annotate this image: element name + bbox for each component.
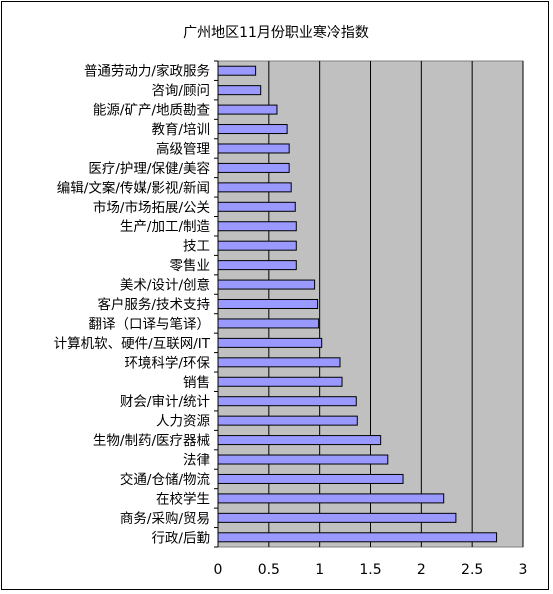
category-label: 商务/采购/贸易	[120, 511, 210, 527]
category-label: 生产/加工/制造	[120, 219, 211, 235]
category-label: 财会/审计/统计	[120, 394, 210, 410]
x-tick-label: 2	[417, 562, 426, 578]
x-tick-labels: 0 0.5 1 1.5 2 2.5 3	[214, 562, 528, 578]
category-label: 市场/市场拓展/公关	[93, 199, 210, 216]
x-tick-label: 0	[214, 562, 223, 578]
category-label: 教育/培训	[151, 122, 210, 138]
bar	[217, 85, 262, 96]
bar	[217, 221, 297, 232]
category-label: 法律	[183, 453, 210, 469]
x-tick-label: 1.5	[359, 562, 381, 578]
bar	[217, 376, 343, 387]
bar	[217, 318, 320, 329]
bar	[217, 532, 498, 543]
category-label: 销售	[183, 375, 210, 391]
bar	[217, 279, 316, 290]
bar	[217, 124, 288, 135]
category-label: 客户服务/技术支持	[97, 296, 210, 313]
bar	[217, 260, 297, 271]
category-label: 美术/设计/创意	[120, 277, 210, 294]
category-label: 零售业	[170, 258, 211, 274]
x-tick-label: 1	[315, 562, 324, 578]
category-label: 人力资源	[156, 414, 210, 430]
bar	[217, 182, 292, 193]
x-tick-label: 0.5	[258, 562, 280, 578]
bars	[217, 65, 498, 543]
bar	[217, 337, 323, 348]
bar	[217, 415, 358, 426]
category-label: 能源/矿产/地质勘查	[93, 103, 211, 119]
bar	[217, 435, 382, 446]
bar	[217, 473, 404, 484]
category-label: 生物/制药/医疗器械	[93, 433, 210, 449]
chart-title: 广州地区11月份职业寒冷指数	[183, 25, 369, 41]
bar	[217, 396, 357, 407]
category-label: 医疗/护理/保健/美容	[88, 160, 210, 177]
bar	[217, 201, 296, 212]
category-label: 行政/后勤	[151, 530, 210, 546]
bar	[217, 493, 445, 504]
bar	[217, 357, 341, 368]
category-label: 编辑/文案/传媒/影视/新闻	[57, 179, 210, 196]
category-labels: 普通劳动力/家政服务咨询/顾问能源/矿产/地质勘查教育/培训高级管理医疗/护理/…	[54, 63, 211, 547]
bar	[217, 65, 257, 76]
category-label: 翻译（口译与笔译）	[89, 316, 211, 332]
bar	[217, 240, 297, 251]
category-label: 计算机软、硬件/互联网/IT	[54, 336, 211, 352]
bar	[217, 299, 319, 309]
bar	[217, 454, 389, 465]
category-label: 技工	[183, 239, 210, 255]
x-tick-label: 2.5	[461, 562, 483, 578]
bar	[217, 512, 457, 523]
category-label: 普通劳动力/家政服务	[84, 63, 210, 80]
category-label: 在校学生	[156, 490, 210, 507]
gridlines	[214, 60, 524, 548]
bar	[217, 162, 290, 173]
bar	[217, 143, 290, 154]
category-label: 交通/仓储/物流	[120, 471, 211, 488]
x-tick-label: 3	[519, 562, 528, 578]
bar	[217, 104, 278, 115]
category-label: 环境科学/环保	[124, 355, 210, 371]
category-label: 高级管理	[156, 140, 210, 157]
category-label: 咨询/顾问	[151, 83, 210, 99]
